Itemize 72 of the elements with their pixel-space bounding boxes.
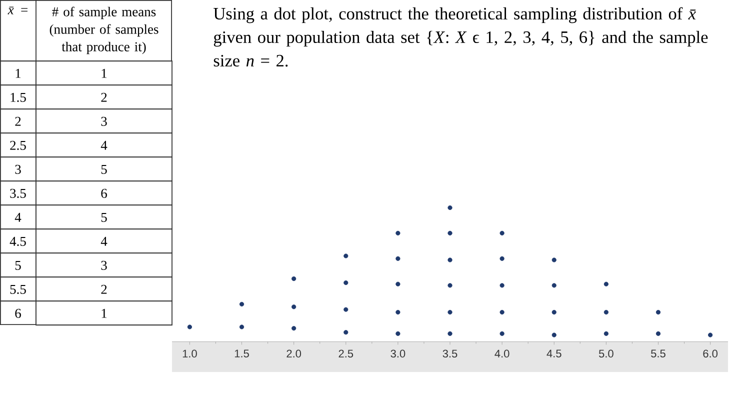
point xyxy=(552,332,556,338)
point xyxy=(656,331,661,336)
x-tick-label: 4.5 xyxy=(546,350,562,358)
x-tick-label: 6.0 xyxy=(703,350,718,358)
point xyxy=(448,258,452,262)
point xyxy=(344,280,348,286)
point xyxy=(396,230,400,236)
point xyxy=(292,326,296,331)
x-tick-label: 2.0 xyxy=(286,350,302,358)
point xyxy=(344,307,348,312)
data-label: 2 xyxy=(101,92,107,102)
chart-title: Using a dot plot, construct the theoretical sampling distribution of x̄ given our population data set {X: X ϵ 1, 2, 3, 4, 5, 6} and the sample size n = 2. xyxy=(214,7,708,67)
y-tick-label: 6 xyxy=(15,308,21,318)
y-tick-label: 2 xyxy=(15,116,21,126)
point xyxy=(396,331,400,336)
point xyxy=(500,331,504,336)
point xyxy=(292,276,296,282)
y-tick-label: 5 xyxy=(15,260,21,270)
point xyxy=(448,331,452,336)
point xyxy=(500,230,504,236)
point xyxy=(187,324,192,330)
data-label: 4 xyxy=(100,236,108,246)
point xyxy=(292,304,296,310)
y-tick-label: 4.5 xyxy=(10,236,26,246)
point xyxy=(448,230,452,236)
point xyxy=(239,302,244,306)
y-tick-label: 3.5 xyxy=(10,188,26,198)
point xyxy=(604,331,608,336)
y-axis-title: x̄ = xyxy=(8,6,28,14)
y-tick-label: 5.5 xyxy=(10,284,26,294)
point xyxy=(500,256,504,261)
data-label: 2 xyxy=(101,284,107,294)
x-tick-label: 1.5 xyxy=(234,350,249,358)
point xyxy=(656,310,661,315)
point xyxy=(396,256,400,261)
point xyxy=(500,283,504,288)
y-tick-label: 4 xyxy=(14,212,22,222)
point xyxy=(448,310,452,315)
x-tick-label: 4.0 xyxy=(494,350,510,358)
x-tick-label: 5.0 xyxy=(598,350,614,358)
y-tick-label: 3 xyxy=(15,164,21,174)
data-label: 3 xyxy=(101,260,107,270)
point xyxy=(552,283,556,288)
y-tick-label: 2.5 xyxy=(10,140,26,150)
x-tick-label: 1.0 xyxy=(182,350,197,358)
x-tick-label: 3.5 xyxy=(442,350,458,358)
point xyxy=(604,310,608,315)
point xyxy=(396,310,400,315)
data-label: 3 xyxy=(101,116,107,126)
point xyxy=(239,324,244,330)
point xyxy=(500,310,504,315)
point xyxy=(344,254,348,258)
point xyxy=(448,205,452,210)
y-tick-label: 1.5 xyxy=(10,92,26,102)
point xyxy=(552,258,556,262)
point xyxy=(708,332,713,338)
point xyxy=(448,283,452,288)
point xyxy=(396,282,400,286)
x-tick-label: 2.5 xyxy=(338,350,354,358)
x-tick-label: 5.5 xyxy=(651,350,666,358)
y-tick-label: 1 xyxy=(16,68,21,78)
data-label: 1 xyxy=(102,308,107,318)
x-tick-label: 3.0 xyxy=(390,350,406,358)
point xyxy=(344,330,348,335)
x-tick-label: # of sample means (number of samples that produce it) xyxy=(50,6,158,54)
data-label: 5 xyxy=(101,164,107,174)
point xyxy=(552,310,556,315)
data-label: 5 xyxy=(101,212,107,222)
point xyxy=(604,282,608,286)
data-label: 1 xyxy=(102,68,107,78)
data-label: 4 xyxy=(100,140,108,150)
data-label: 6 xyxy=(101,188,107,198)
